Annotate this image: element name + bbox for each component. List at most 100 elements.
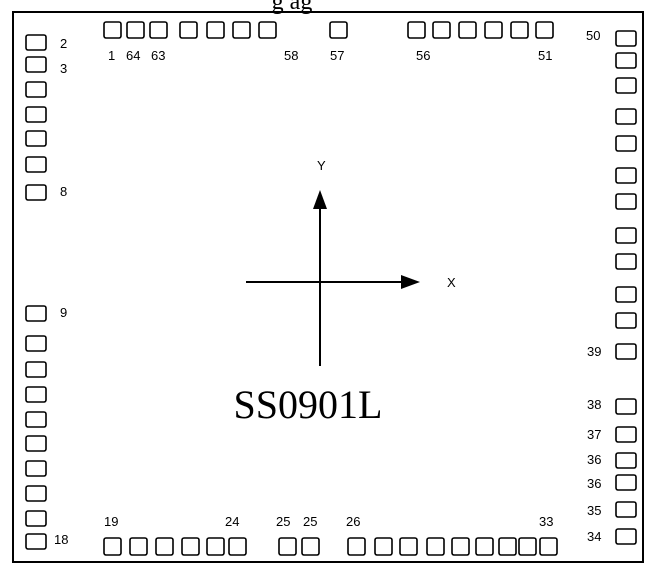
bond-pad-right: [615, 312, 637, 329]
bond-pad-left: [25, 460, 47, 477]
bond-pad-right: [615, 30, 637, 47]
pin-label-top: 58: [284, 48, 298, 63]
bond-pad-bottom: [426, 537, 445, 556]
bond-pad-left: [25, 156, 47, 173]
bond-pad-bottom: [518, 537, 537, 556]
pin-label-top: 57: [330, 48, 344, 63]
bond-pad-top: [149, 21, 168, 39]
bond-pad-right: [615, 474, 637, 491]
bond-pad-left: [25, 335, 47, 352]
bond-pad-right: [615, 528, 637, 545]
pin-label-top: 51: [538, 48, 552, 63]
bond-pad-bottom: [103, 537, 122, 556]
bond-pads: [25, 21, 637, 556]
bond-pad-left: [25, 184, 47, 201]
chip-label: SS0901L: [234, 382, 383, 427]
bond-pad-top: [510, 21, 529, 39]
pin-label-bottom: 33: [539, 514, 553, 529]
bond-pad-top: [407, 21, 426, 39]
pin-labels: 1 64 63 58 57 56 51 2 3 8 9 18 50 39 38 …: [54, 28, 601, 547]
pin-label-right: 36: [587, 476, 601, 491]
bond-pad-bottom: [475, 537, 494, 556]
bond-pad-bottom: [278, 537, 297, 556]
pin-label-top: 64: [126, 48, 140, 63]
bond-pad-right: [615, 167, 637, 184]
y-axis-label: Y: [317, 158, 326, 173]
pin-label-bottom: 25: [276, 514, 290, 529]
bond-pad-bottom: [206, 537, 225, 556]
pin-label-left: 3: [60, 61, 67, 76]
x-axis-label: X: [447, 275, 456, 290]
bond-pad-right: [615, 398, 637, 415]
coordinate-axes: [246, 190, 420, 366]
bond-pad-right: [615, 227, 637, 244]
pin-label-bottom: 19: [104, 514, 118, 529]
bond-pad-right: [615, 108, 637, 125]
pin-label-bottom: 24: [225, 514, 239, 529]
pin-label-right: 35: [587, 503, 601, 518]
pin-label-left: 2: [60, 36, 67, 51]
pin-label-right: 34: [587, 529, 601, 544]
bond-pad-top: [232, 21, 251, 39]
bond-pad-right: [615, 452, 637, 469]
bond-pad-bottom: [374, 537, 393, 556]
bond-pad-right: [615, 77, 637, 94]
bond-pad-left: [25, 56, 47, 73]
bond-pad-bottom: [347, 537, 366, 556]
bond-pad-top: [484, 21, 503, 39]
bond-pad-left: [25, 305, 47, 322]
bond-pad-bottom: [399, 537, 418, 556]
bond-pad-left: [25, 411, 47, 428]
bond-pad-top: [432, 21, 451, 39]
bond-pad-right: [615, 343, 637, 360]
bond-pad-top: [258, 21, 277, 39]
bond-pad-right: [615, 193, 637, 210]
bond-pad-top: [458, 21, 477, 39]
bond-pad-right: [615, 286, 637, 303]
bond-pad-top: [126, 21, 145, 39]
pin-label-top: 56: [416, 48, 430, 63]
pin-label-right: 50: [586, 28, 600, 43]
bond-pad-right: [615, 135, 637, 152]
bond-pad-top: [206, 21, 225, 39]
bond-pad-left: [25, 485, 47, 502]
bond-pad-top: [535, 21, 554, 39]
y-axis-arrowhead: [313, 190, 327, 209]
bond-pad-left: [25, 81, 47, 98]
pin-label-left: 18: [54, 532, 68, 547]
bond-pad-top: [329, 21, 348, 39]
bond-pad-left: [25, 510, 47, 527]
pin-label-bottom: 25: [303, 514, 317, 529]
pin-label-left: 8: [60, 184, 67, 199]
pin-label-right: 38: [587, 397, 601, 412]
bond-pad-bottom: [498, 537, 517, 556]
bond-pad-left: [25, 435, 47, 452]
chip-outline: [12, 11, 644, 563]
bond-pad-left: [25, 386, 47, 403]
bond-pad-top: [103, 21, 122, 39]
bond-pad-bottom: [155, 537, 174, 556]
bond-pad-top: [179, 21, 198, 39]
bond-pad-left: [25, 361, 47, 378]
bond-pad-right: [615, 52, 637, 69]
bond-pad-left: [25, 106, 47, 123]
pin-label-top: 1: [108, 48, 115, 63]
pin-label-left: 9: [60, 305, 67, 320]
pin-label-right: 36: [587, 452, 601, 467]
pin-label-bottom: 26: [346, 514, 360, 529]
bond-pad-bottom: [129, 537, 148, 556]
pin-label-right: 39: [587, 344, 601, 359]
bond-pad-bottom: [181, 537, 200, 556]
bond-pad-bottom: [228, 537, 247, 556]
bond-pad-right: [615, 253, 637, 270]
bond-pad-bottom: [539, 537, 558, 556]
pin-label-right: 37: [587, 427, 601, 442]
bond-pad-left: [25, 34, 47, 51]
bond-pad-bottom: [451, 537, 470, 556]
bond-pad-bottom: [301, 537, 320, 556]
bond-pad-left: [25, 130, 47, 147]
pin-label-top: 63: [151, 48, 165, 63]
bond-pad-left: [25, 533, 47, 550]
x-axis-arrowhead: [401, 275, 420, 289]
